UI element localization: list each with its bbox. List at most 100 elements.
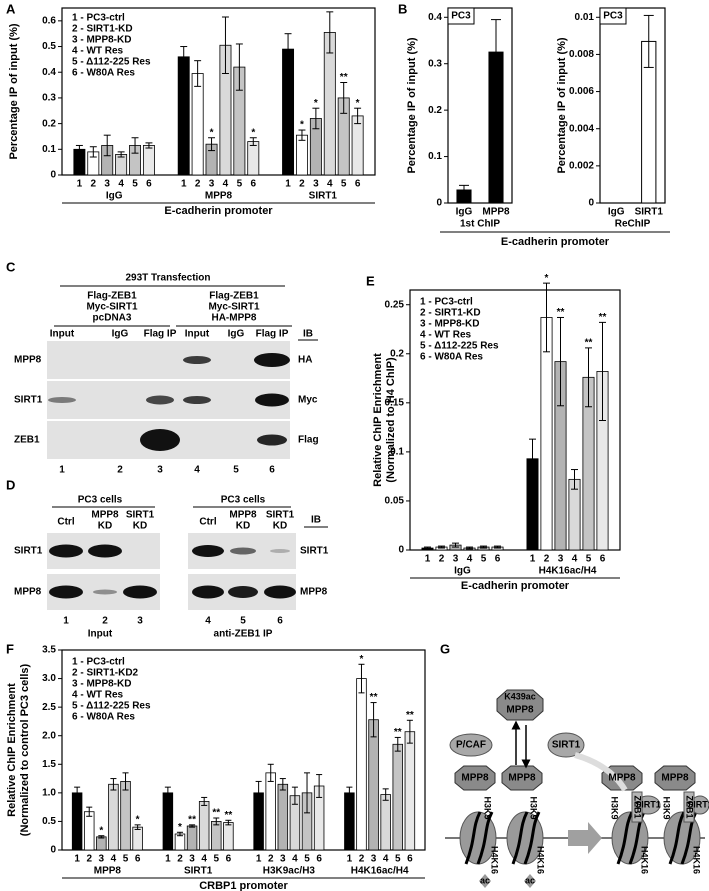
bar-label: 3 <box>209 179 215 190</box>
bar-label: 2 <box>91 179 97 190</box>
legend-entry: 4 - WT Res <box>420 330 472 341</box>
dna <box>511 811 541 865</box>
significance-mark: ** <box>599 312 607 323</box>
d-lane-number: 1 <box>63 616 69 627</box>
blot-band <box>270 549 290 553</box>
bar-label: 5 <box>213 854 219 865</box>
significance-mark: ** <box>224 810 232 821</box>
x-group-label: SIRT1 <box>309 191 338 202</box>
diagram-label: SIRT1 <box>635 799 661 809</box>
y-tick-label: 0 <box>50 170 56 181</box>
blot-band <box>183 396 211 404</box>
bar <box>96 836 107 851</box>
bar <box>344 792 355 851</box>
diagram-label: ZEB1 <box>633 795 643 818</box>
x-tick-label: MPP8 <box>482 207 510 218</box>
bar <box>115 154 128 176</box>
blot-band <box>257 434 287 446</box>
d-lane-label: Ctrl <box>199 517 216 528</box>
legend-entry: 3 - MPP8-KD <box>72 679 131 690</box>
d-lane-number: 3 <box>137 616 143 627</box>
diagram-label: K439ac <box>504 691 536 701</box>
y-tick-label: 0.1 <box>42 144 56 155</box>
blot-band <box>48 397 76 403</box>
bar <box>356 678 367 851</box>
protein-zeb1 <box>631 791 643 823</box>
diagram-label: H4K16 <box>536 846 546 874</box>
significance-mark: * <box>545 273 549 284</box>
significance-mark: ** <box>406 710 414 721</box>
y-axis-label: Percentage IP of input (%) <box>556 37 568 173</box>
y-tick-label: 0 <box>436 198 442 209</box>
legend-entry: 1 - PC3-ctrl <box>72 13 125 24</box>
blot-band <box>192 585 224 599</box>
bar-label: 1 <box>256 854 262 865</box>
d-lane-label: KD <box>133 521 147 532</box>
blot-band <box>49 585 83 599</box>
blot-band <box>254 353 290 367</box>
legend-entry: 2 - SIRT1-KD2 <box>72 668 139 679</box>
y-tick-label: 0.4 <box>428 12 442 23</box>
d-lane-label: Ctrl <box>57 517 74 528</box>
x-group-label: IgG <box>454 566 471 577</box>
bar-label: 6 <box>316 854 322 865</box>
y-tick-label: 0 <box>398 545 404 556</box>
y-tick-label: 0.6 <box>42 15 56 26</box>
diagram-label: H3K9 <box>610 796 620 819</box>
bar-label: 5 <box>395 854 401 865</box>
bar-label: 3 <box>104 179 110 190</box>
bar-label: 3 <box>453 554 459 565</box>
y-tick-label: 0.2 <box>42 118 56 129</box>
bar <box>277 783 289 851</box>
bar-label: 6 <box>250 179 256 190</box>
bar-label: 2 <box>439 554 445 565</box>
panel-letter: C <box>6 259 16 274</box>
bar-label: 4 <box>383 854 389 865</box>
significance-mark: * <box>136 814 140 825</box>
legend-entry: 3 - MPP8-KD <box>420 319 479 330</box>
plot-frame <box>409 289 621 551</box>
bar <box>177 56 190 176</box>
blot-strip <box>47 341 290 379</box>
c-condition: pcDNA3 <box>93 313 132 324</box>
y-tick-label: 0.004 <box>569 123 594 134</box>
d-lane-number: 6 <box>277 616 283 627</box>
blot-band <box>230 547 256 555</box>
x-group-label: MPP8 <box>94 866 122 877</box>
bar <box>132 826 143 851</box>
d-lane-label: SIRT1 <box>266 510 295 521</box>
bar-label: 5 <box>237 179 243 190</box>
bar-label: 4 <box>327 179 333 190</box>
y-tick-label: 2.5 <box>42 702 56 713</box>
bar <box>120 781 131 851</box>
diagram-label: H3K9 <box>529 796 539 819</box>
bar <box>392 743 404 851</box>
y-axis-label: (Normalized to H4 ChIP) <box>385 357 397 483</box>
plot-frame <box>61 7 376 176</box>
y-tick-label: 0.3 <box>428 58 442 69</box>
bar-label: 2 <box>177 854 183 865</box>
diagram-label: ZEB1 <box>685 795 695 818</box>
plot-frame <box>447 7 513 204</box>
bar-label: 5 <box>481 554 487 565</box>
significance-mark: * <box>300 120 304 131</box>
diagram-label: ac <box>480 875 490 885</box>
y-tick-label: 0.5 <box>42 41 56 52</box>
d-row-protein: SIRT1 <box>14 546 43 557</box>
blot-band <box>192 545 224 557</box>
x-group-label: H3K9ac/H3 <box>263 866 316 877</box>
y-tick-label: 3.5 <box>42 645 56 656</box>
bar <box>223 822 234 851</box>
bar-label: 6 <box>600 554 606 565</box>
significance-mark: * <box>99 825 103 836</box>
bar-label: 3 <box>558 554 564 565</box>
c-lane-label: Flag IP <box>256 329 289 340</box>
inset-label: PC3 <box>451 11 471 22</box>
d-ib-header: IB <box>311 515 321 526</box>
y-tick-label: 0.05 <box>385 496 405 507</box>
bar-label: 6 <box>146 179 152 190</box>
bar-label: 2 <box>359 854 365 865</box>
significance-mark: ** <box>188 814 196 825</box>
y-tick-label: 0.2 <box>390 348 404 359</box>
c-lane-label: IgG <box>112 329 129 340</box>
